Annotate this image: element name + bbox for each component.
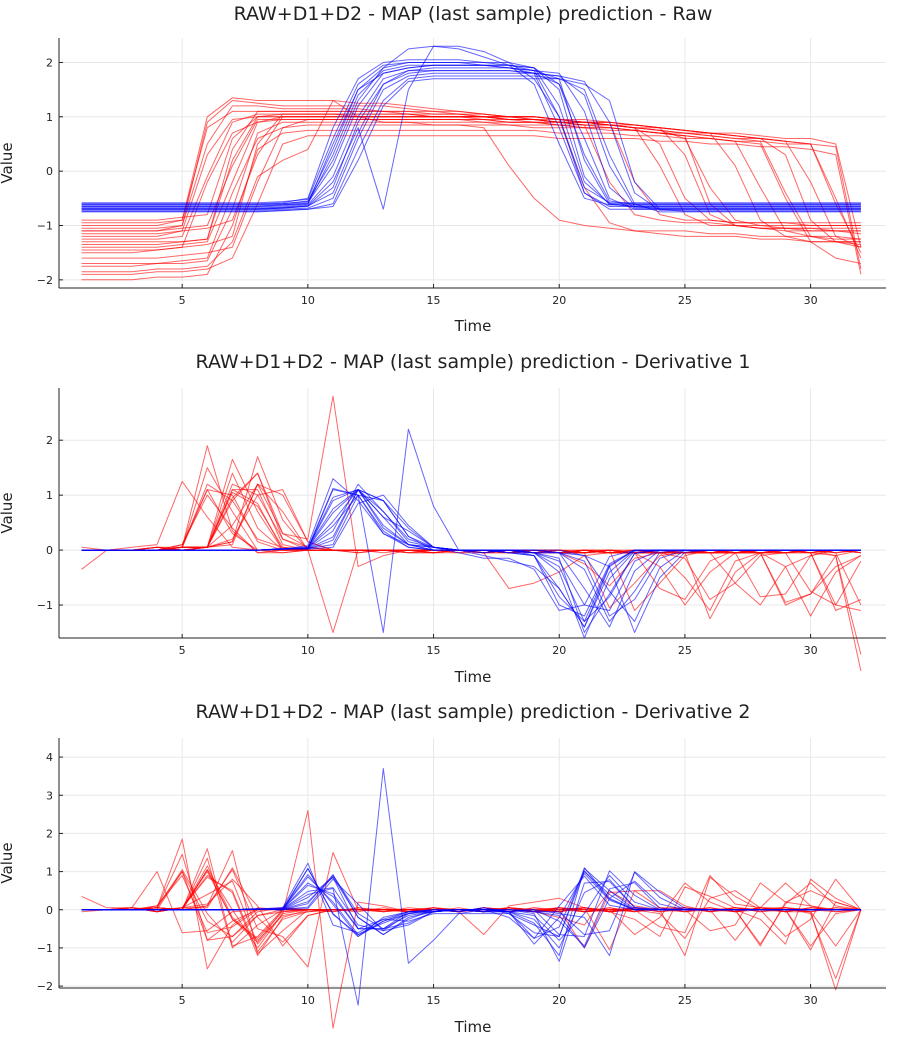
y-tick-label: 1 <box>46 866 53 879</box>
y-axis-label: Value <box>0 842 16 883</box>
x-tick-label: 15 <box>427 294 441 307</box>
series-line <box>81 876 861 947</box>
x-tick-label: 5 <box>179 994 186 1007</box>
y-tick-label: −2 <box>37 274 53 287</box>
x-tick-label: 10 <box>301 644 315 657</box>
series-line <box>81 135 862 275</box>
panel-raw: RAW+D1+D2 - MAP (last sample) prediction… <box>0 3 886 335</box>
x-tick-label: 25 <box>678 294 692 307</box>
y-axis-label: Value <box>0 492 16 533</box>
x-tick-label: 30 <box>804 294 818 307</box>
panel-title: RAW+D1+D2 - MAP (last sample) prediction… <box>196 701 751 723</box>
panel-derivative-2: RAW+D1+D2 - MAP (last sample) prediction… <box>0 701 886 1036</box>
y-tick-label: 3 <box>46 789 53 802</box>
x-tick-label: 10 <box>301 994 315 1007</box>
x-axis-label: Time <box>454 1018 492 1036</box>
x-axis-label: Time <box>454 668 492 686</box>
x-tick-label: 25 <box>678 644 692 657</box>
y-tick-label: 4 <box>46 751 53 764</box>
x-tick-label: 20 <box>552 994 566 1007</box>
x-tick-label: 5 <box>179 644 186 657</box>
series-line <box>81 62 861 205</box>
y-tick-label: 2 <box>46 56 53 69</box>
series-line <box>81 67 861 209</box>
y-tick-label: 1 <box>46 489 53 502</box>
y-tick-label: −1 <box>37 220 53 233</box>
x-tick-label: 15 <box>427 994 441 1007</box>
series-line <box>81 78 861 212</box>
series-line <box>81 72 861 211</box>
x-tick-label: 25 <box>678 994 692 1007</box>
plot-area: 5 10 15 20 25 30 −2 −1 0 1 2 3 4 <box>37 738 886 1029</box>
x-tick-label: 20 <box>552 294 566 307</box>
x-tick-label: 30 <box>804 994 818 1007</box>
series-line <box>81 113 862 251</box>
x-tick-label: 5 <box>179 294 186 307</box>
y-tick-label: 0 <box>46 544 53 557</box>
series-line <box>81 489 861 622</box>
plot-area: 5 10 15 20 25 30 −2 −1 0 1 2 <box>37 38 886 307</box>
panel-title: RAW+D1+D2 - MAP (last sample) prediction… <box>234 3 713 25</box>
x-tick-label: 10 <box>301 294 315 307</box>
series-line <box>81 70 861 210</box>
x-axis-label: Time <box>454 317 492 335</box>
y-tick-label: −1 <box>37 942 53 955</box>
panel-derivative-1: RAW+D1+D2 - MAP (last sample) prediction… <box>0 351 886 686</box>
panel-title: RAW+D1+D2 - MAP (last sample) prediction… <box>196 351 751 373</box>
series-line <box>81 119 861 235</box>
y-tick-label: 1 <box>46 111 53 124</box>
y-tick-label: −1 <box>37 599 53 612</box>
y-tick-label: 2 <box>46 827 53 840</box>
y-tick-label: 0 <box>46 165 53 178</box>
series-line <box>81 64 861 207</box>
y-tick-label: 2 <box>46 434 53 447</box>
series-line <box>81 97 861 226</box>
x-tick-label: 20 <box>552 644 566 657</box>
y-tick-label: 0 <box>46 904 53 917</box>
series-line <box>81 100 861 273</box>
x-tick-label: 30 <box>804 644 818 657</box>
y-tick-label: −2 <box>37 980 53 993</box>
plot-area: 5 10 15 20 25 30 −1 0 1 2 <box>37 388 886 672</box>
y-axis-label: Value <box>0 142 16 183</box>
series-line <box>81 62 861 204</box>
series-line <box>81 121 862 267</box>
x-tick-label: 15 <box>427 644 441 657</box>
